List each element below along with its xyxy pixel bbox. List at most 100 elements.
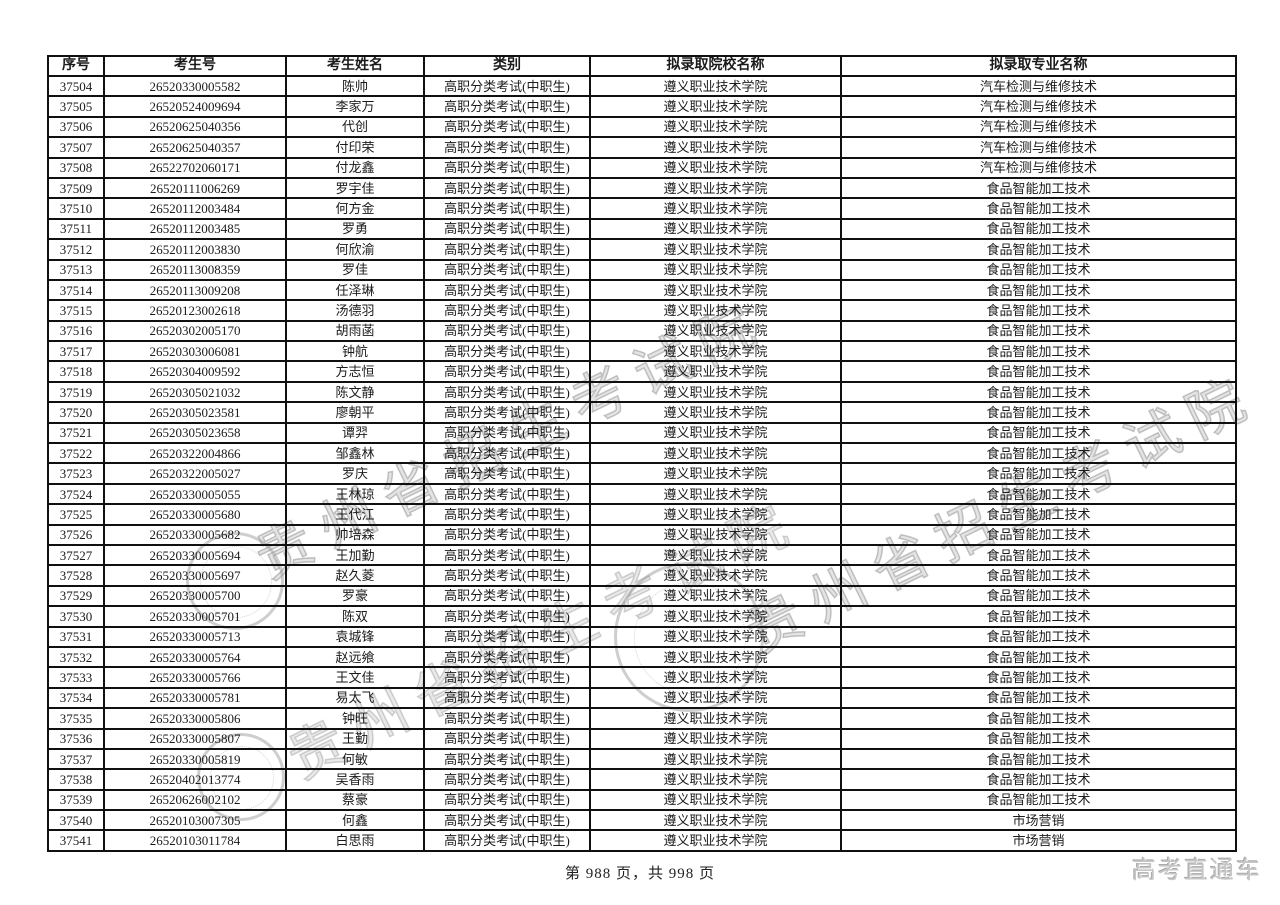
cell-name: 帅培森 xyxy=(285,523,425,547)
cell-seq: 37508 xyxy=(47,156,105,179)
cell-category: 高职分类考试(中职生) xyxy=(423,238,591,261)
cell-seq: 37530 xyxy=(47,605,105,628)
cell-seq: 37521 xyxy=(47,421,105,445)
cell-exam-number: 26522702060171 xyxy=(103,156,287,179)
cell-college: 遵义职业技术学院 xyxy=(589,238,842,261)
cell-seq: 37539 xyxy=(47,788,105,812)
cell-major: 食品智能加工技术 xyxy=(840,360,1237,383)
cell-category: 高职分类考试(中职生) xyxy=(423,360,591,383)
table-row: 37539 26520626002102 蔡豪 高职分类考试(中职生) 遵义职业技术学院… xyxy=(47,788,1237,812)
cell-seq: 37507 xyxy=(47,136,105,159)
cell-name: 易太飞 xyxy=(285,686,425,710)
cell-category: 高职分类考试(中职生) xyxy=(423,421,591,445)
cell-seq: 37524 xyxy=(47,482,105,506)
cell-college: 遵义职业技术学院 xyxy=(589,605,842,628)
cell-college: 遵义职业技术学院 xyxy=(589,340,842,363)
header-row: 序号 考生号 考生姓名 类别 拟录取院校名称 拟录取专业名称 xyxy=(47,55,1237,77)
cell-college: 遵义职业技术学院 xyxy=(589,564,842,587)
table-row: 37513 26520113008359 罗佳 高职分类考试(中职生) 遵义职业技术学院… xyxy=(47,258,1237,281)
cell-seq: 37511 xyxy=(47,217,105,241)
cell-college: 遵义职业技术学院 xyxy=(589,523,842,547)
cell-category: 高职分类考试(中职生) xyxy=(423,380,591,404)
cell-category: 高职分类考试(中职生) xyxy=(423,136,591,159)
cell-exam-number: 26520305021032 xyxy=(103,380,287,404)
cell-seq: 37506 xyxy=(47,115,105,139)
cell-name: 罗宇佳 xyxy=(285,176,425,200)
cell-exam-number: 26520330005582 xyxy=(103,74,287,98)
cell-name: 陈文静 xyxy=(285,380,425,404)
brand-watermark: 高考直通车 xyxy=(1132,857,1262,884)
column-header: 考生号 xyxy=(103,55,287,77)
cell-name: 何敏 xyxy=(285,747,425,771)
cell-exam-number: 26520113008359 xyxy=(103,258,287,281)
cell-name: 方志恒 xyxy=(285,360,425,383)
cell-exam-number: 26520305023581 xyxy=(103,401,287,424)
cell-exam-number: 26520330005806 xyxy=(103,707,287,730)
cell-seq: 37512 xyxy=(47,238,105,261)
cell-major: 食品智能加工技术 xyxy=(840,523,1237,547)
table-row: 37529 26520330005700 罗豪 高职分类考试(中职生) 遵义职业技术学院… xyxy=(47,584,1237,608)
cell-seq: 37510 xyxy=(47,197,105,220)
cell-college: 遵义职业技术学院 xyxy=(589,156,842,179)
cell-college: 遵义职业技术学院 xyxy=(589,136,842,159)
cell-category: 高职分类考试(中职生) xyxy=(423,197,591,220)
cell-college: 遵义职业技术学院 xyxy=(589,584,842,608)
cell-seq: 37526 xyxy=(47,523,105,547)
cell-name: 代创 xyxy=(285,115,425,139)
page-number-text: 第 988 页，共 998 页 xyxy=(564,866,715,882)
cell-seq: 37520 xyxy=(47,401,105,424)
table-row: 37517 26520303006081 钟航 高职分类考试(中职生) 遵义职业技术学院… xyxy=(47,340,1237,363)
cell-name: 王加勤 xyxy=(285,543,425,567)
cell-category: 高职分类考试(中职生) xyxy=(423,747,591,771)
cell-name: 邹鑫林 xyxy=(285,442,425,465)
table-row: 37534 26520330005781 易太飞 高职分类考试(中职生) 遵义职业技术学… xyxy=(47,686,1237,710)
cell-name: 王代江 xyxy=(285,503,425,526)
cell-name: 付龙鑫 xyxy=(285,156,425,179)
column-header: 考生姓名 xyxy=(285,55,425,77)
cell-exam-number: 26520625040356 xyxy=(103,115,287,139)
cell-college: 遵义职业技术学院 xyxy=(589,258,842,281)
cell-major: 汽车检测与维修技术 xyxy=(840,115,1237,139)
cell-exam-number: 26520302005170 xyxy=(103,319,287,343)
cell-major: 市场营销 xyxy=(840,829,1237,852)
cell-major: 食品智能加工技术 xyxy=(840,278,1237,302)
cell-college: 遵义职业技术学院 xyxy=(589,380,842,404)
cell-category: 高职分类考试(中职生) xyxy=(423,503,591,526)
cell-name: 何鑫 xyxy=(285,809,425,832)
cell-category: 高职分类考试(中职生) xyxy=(423,584,591,608)
cell-name: 王林琼 xyxy=(285,482,425,506)
table-row: 37533 26520330005766 王文佳 高职分类考试(中职生) 遵义职业技术学… xyxy=(47,666,1237,689)
cell-seq: 37538 xyxy=(47,768,105,791)
table-row: 37519 26520305021032 陈文静 高职分类考试(中职生) 遵义职业技术学… xyxy=(47,380,1237,404)
cell-seq: 37505 xyxy=(47,95,105,118)
cell-major: 食品智能加工技术 xyxy=(840,727,1237,750)
cell-name: 李家万 xyxy=(285,95,425,118)
cell-college: 遵义职业技术学院 xyxy=(589,74,842,98)
cell-name: 汤德羽 xyxy=(285,299,425,322)
cell-college: 遵义职业技术学院 xyxy=(589,543,842,567)
cell-category: 高职分类考试(中职生) xyxy=(423,115,591,139)
cell-category: 高职分类考试(中职生) xyxy=(423,442,591,465)
cell-exam-number: 26520111006269 xyxy=(103,176,287,200)
cell-category: 高职分类考试(中职生) xyxy=(423,523,591,547)
cell-name: 廖朝平 xyxy=(285,401,425,424)
cell-name: 王文佳 xyxy=(285,666,425,689)
cell-name: 罗勇 xyxy=(285,217,425,241)
cell-major: 食品智能加工技术 xyxy=(840,686,1237,710)
cell-exam-number: 26520330005819 xyxy=(103,747,287,771)
cell-seq: 37531 xyxy=(47,625,105,648)
table-row: 37512 26520112003830 何欣渝 高职分类考试(中职生) 遵义职业技术学… xyxy=(47,238,1237,261)
cell-major: 食品智能加工技术 xyxy=(840,258,1237,281)
cell-exam-number: 26520123002618 xyxy=(103,299,287,322)
table-row: 37509 26520111006269 罗宇佳 高职分类考试(中职生) 遵义职业技术学… xyxy=(47,176,1237,200)
cell-seq: 37518 xyxy=(47,360,105,383)
cell-category: 高职分类考试(中职生) xyxy=(423,809,591,832)
cell-college: 遵义职业技术学院 xyxy=(589,462,842,485)
cell-seq: 37534 xyxy=(47,686,105,710)
cell-major: 食品智能加工技术 xyxy=(840,319,1237,343)
table-row: 37540 26520103007305 何鑫 高职分类考试(中职生) 遵义职业技术学院… xyxy=(47,809,1237,832)
cell-category: 高职分类考试(中职生) xyxy=(423,768,591,791)
cell-major: 食品智能加工技术 xyxy=(840,380,1237,404)
cell-college: 遵义职业技术学院 xyxy=(589,115,842,139)
table-row: 37524 26520330005055 王林琼 高职分类考试(中职生) 遵义职业技术学… xyxy=(47,482,1237,506)
